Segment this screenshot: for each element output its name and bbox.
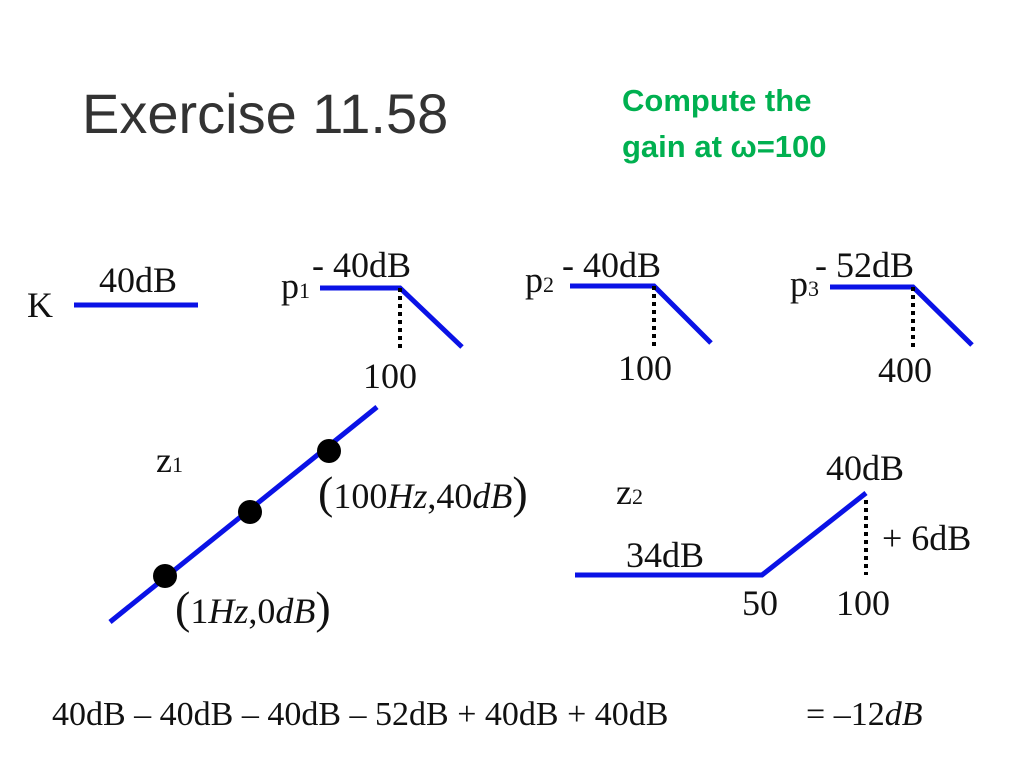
p3-asymptote [830,284,974,347]
p1-subscript: 1 [299,278,310,303]
equation-result-unit: dB [884,696,923,733]
z2-corner-label: 50 [742,583,778,623]
z1-subscript: 1 [171,452,183,477]
z2-symbol: z2 [616,472,643,512]
p2-gain-label: - 40dB [562,245,661,285]
p1-asymptote [320,285,464,349]
z2-eval-freq-label: 100 [836,583,890,623]
task-instruction: Compute the gain at ω=100 [622,78,827,170]
z1-point-low-label: (1Hz,0dB) [175,582,331,633]
z2-increment-label: + 6dB [882,518,972,558]
p3-symbol: p3 [790,264,819,304]
z2-flat-gain-label: 34dB [626,535,705,575]
p3-gain-label: - 52dB [815,245,914,285]
p3-corner-label: 400 [878,350,932,390]
z1-point-high [317,439,341,463]
z2-subscript: 2 [631,484,643,509]
z2-asymptote [575,491,868,578]
z2-top-gain-label: 40dB [826,448,905,488]
z1-point-low [153,564,177,588]
p3-subscript: 3 [808,276,819,301]
page-title: Exercise 11.58 [82,82,449,145]
p1-corner-label: 100 [363,356,417,396]
p1-symbol: p1 [281,266,310,306]
gain-sum-equation: 40dB – 40dB – 40dB – 52dB + 40dB + 40dB [52,698,668,732]
k-gain-label: 40dB [99,260,178,300]
equation-result: = –12dB [806,698,922,732]
k-symbol: K [27,285,53,325]
equation-equals: = [806,696,826,733]
p2-asymptote [570,283,713,345]
equation-terms: 40dB – 40dB – 40dB – 52dB + 40dB + 40dB [52,696,669,733]
z1-point-mid [238,500,262,524]
p1-gain-label: - 40dB [312,245,411,285]
z1-point-high-label: (100Hz,40dB) [318,467,528,518]
p2-symbol: p2 [525,260,554,300]
p2-corner-label: 100 [618,348,672,388]
z1-symbol: z1 [156,440,183,480]
equation-result-value: –12 [833,696,885,733]
task-line-1: Compute the [622,83,812,118]
p2-subscript: 2 [543,272,554,297]
task-line-2: gain at ω=100 [622,129,827,164]
